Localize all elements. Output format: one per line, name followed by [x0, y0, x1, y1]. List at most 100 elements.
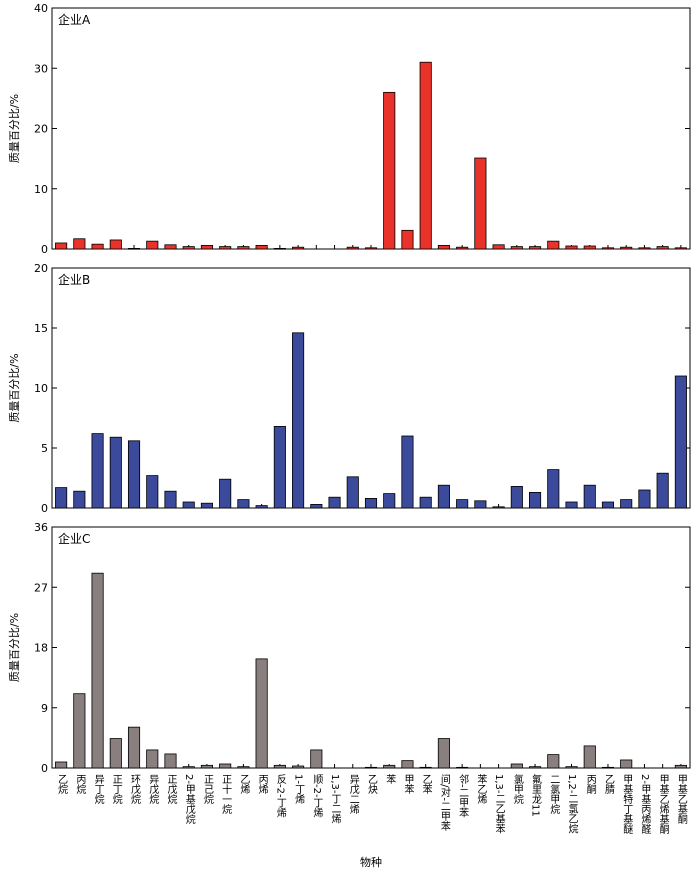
- bar-正戊烷: [164, 490, 177, 509]
- bar-异戊二烯: [346, 246, 359, 250]
- y-tick-label: 0: [41, 762, 48, 775]
- bar-甲基乙烯基酮: [656, 246, 669, 250]
- bar-2-甲基戊烷: [182, 501, 195, 509]
- chart-panels: 0 10 20 30 40 企业A 0 5 10 15 20 企业B 0 9 18 27 36 企业C: [34, 2, 691, 775]
- bar-环戊烷: [127, 440, 141, 509]
- y-tick-label: 20: [34, 262, 48, 275]
- bar-丙烯: [255, 658, 268, 769]
- x-category-label: 异戊烷: [147, 774, 159, 805]
- bar-1,2-二氯乙烷: [565, 501, 578, 509]
- y-axis-title-b: 质量百分比/%: [8, 353, 21, 422]
- x-category-label: 异丁烷: [92, 774, 104, 805]
- panel-label: 企业C: [58, 531, 90, 546]
- bar-顺-2-丁烯: [310, 749, 323, 769]
- x-category-label: 乙烷: [56, 774, 68, 795]
- panel-frame: [51, 267, 691, 509]
- x-category-label: 环戊烷: [129, 774, 141, 805]
- bar-反-2-丁烯: [273, 247, 286, 250]
- bar-异戊二烯: [346, 476, 359, 509]
- bar-反-2-丁烯: [273, 425, 286, 509]
- bar-二氯甲烷: [547, 754, 560, 769]
- bar-间/对-二甲苯: [437, 484, 450, 509]
- bar-丙烯: [255, 244, 268, 250]
- panel-frame: [51, 526, 691, 769]
- bar-2-甲基戊烷: [182, 766, 195, 769]
- bar-环戊烷: [127, 726, 141, 769]
- bar-氯甲烷: [510, 246, 523, 250]
- bar-正戊烷: [164, 753, 177, 769]
- bar-2-甲基丙烯醛: [638, 247, 651, 250]
- bar-甲基乙基酮: [674, 764, 687, 769]
- panel-label: 企业A: [58, 12, 91, 27]
- bar-苯乙烯: [474, 157, 487, 250]
- bar-甲苯: [401, 760, 414, 769]
- bar-丙烷: [73, 693, 86, 769]
- panel-frame: [51, 7, 691, 250]
- y-tick-label: 20: [34, 123, 48, 136]
- bar-苯乙烯: [474, 500, 487, 509]
- x-category-label: 正丁烷: [110, 774, 122, 805]
- bar-正十一烷: [219, 763, 232, 769]
- bar-环戊烷: [127, 247, 141, 250]
- bar-甲基特丁基醚: [620, 759, 633, 769]
- panel-1: 0 5 10 15 20 企业B: [34, 262, 691, 515]
- bar-甲苯: [401, 229, 414, 250]
- x-category-label: 正己烷: [201, 774, 213, 805]
- bar-乙腈: [601, 247, 615, 250]
- bar-正己烷: [200, 502, 213, 509]
- y-tick-label: 40: [34, 2, 48, 15]
- x-category-label: 乙腈: [602, 774, 614, 795]
- bar-乙烷: [55, 487, 68, 509]
- bar-甲基乙基酮: [674, 247, 687, 250]
- bar-乙烷: [55, 242, 68, 250]
- x-category-label: 甲基乙烯基酮: [657, 774, 669, 835]
- bar-1-丁烯: [292, 765, 305, 769]
- bar-正丁烷: [109, 239, 122, 250]
- bar-甲苯: [401, 435, 414, 509]
- bar-乙苯: [419, 496, 432, 509]
- bar-1,3-丁二烯: [328, 496, 341, 509]
- x-category-label: 间/对-二甲苯: [438, 773, 450, 831]
- bar-1,3-二乙基苯: [492, 506, 505, 509]
- x-category-label: 邻-二甲苯: [457, 773, 469, 818]
- bar-异戊烷: [146, 240, 159, 250]
- y-tick-label: 0: [41, 502, 48, 515]
- bar-丙酮: [583, 745, 596, 769]
- x-category-label: 丙烯: [256, 774, 268, 795]
- bar-异丁烷: [91, 243, 104, 250]
- bar-氯甲烷: [510, 485, 523, 509]
- bar-正丁烷: [109, 436, 122, 509]
- bar-1,3-二乙基苯: [492, 244, 505, 250]
- bar-间/对-二甲苯: [437, 738, 450, 769]
- x-category-label: 二氯甲烷: [548, 774, 560, 815]
- bar-间/对-二甲苯: [437, 244, 450, 250]
- y-tick-label: 30: [34, 62, 48, 75]
- y-axis-title-a: 质量百分比/%: [8, 94, 21, 163]
- bar-氟里龙11: [529, 246, 542, 250]
- bar-甲基乙烯基酮: [656, 472, 669, 509]
- bar-乙腈: [601, 501, 615, 509]
- bar-甲基乙基酮: [674, 375, 687, 509]
- x-category-label: 甲基乙基酮: [675, 774, 687, 825]
- x-category-label: 1,2-二氯乙烷: [566, 774, 578, 834]
- bar-乙烷: [55, 761, 68, 769]
- bar-顺-2-丁烯: [310, 503, 323, 509]
- bar-二氯甲烷: [547, 240, 560, 250]
- bar-异丁烷: [91, 433, 104, 509]
- bar-丙烷: [73, 238, 86, 250]
- x-category-label: 正戊烷: [165, 774, 177, 805]
- bar-氟里龙11: [529, 766, 542, 769]
- y-tick-label: 15: [34, 322, 48, 335]
- x-category-label: 甲基特丁基醚: [621, 774, 633, 835]
- bar-1,2-二氯乙烷: [565, 766, 578, 769]
- x-category-label: 乙烯: [238, 774, 250, 795]
- x-category-label: 甲苯: [402, 774, 414, 794]
- x-category-label: 1-丁烯: [293, 774, 305, 805]
- x-category-label: 丙酮: [584, 774, 596, 795]
- y-tick-label: 10: [34, 183, 48, 196]
- bar-苯: [383, 493, 396, 509]
- y-tick-label: 5: [41, 442, 48, 455]
- bar-异戊烷: [146, 475, 159, 509]
- x-category-label: 反-2-丁烯: [274, 774, 286, 819]
- panel-label: 企业B: [58, 272, 90, 287]
